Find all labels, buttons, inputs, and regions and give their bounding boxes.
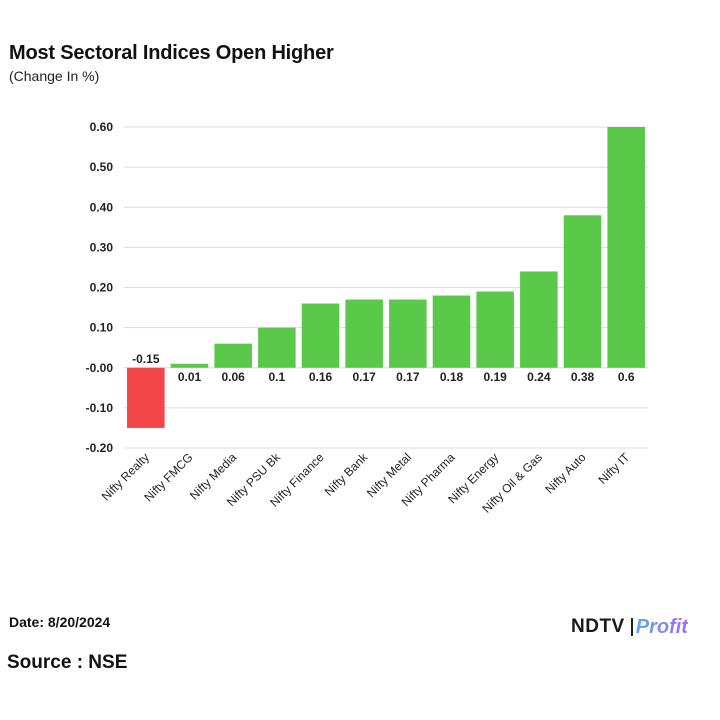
logo-profit-text: Profit (635, 615, 688, 638)
bar-chart: 0.60 0.50 0.40 0.30 0.20 0.10 -0.00 -0.10 -0.20 -… (86, 120, 648, 516)
data-label: 0.17 (396, 370, 420, 384)
y-tick-label: 0.40 (90, 200, 114, 214)
bar (520, 271, 558, 368)
bar (432, 295, 471, 368)
date-label: Date: 8/20/2024 (9, 614, 111, 630)
bar (345, 299, 383, 368)
bar (301, 303, 340, 368)
bar (258, 327, 296, 368)
chart-title: Most Sectoral Indices Open Higher (9, 42, 334, 64)
data-label: 0.01 (178, 370, 202, 384)
bar (127, 367, 165, 428)
bar (170, 363, 209, 368)
data-label: 0.19 (483, 370, 507, 384)
bar (607, 127, 645, 368)
data-label: 0.1 (268, 370, 285, 384)
data-label: 0.38 (571, 370, 595, 384)
bar (214, 343, 252, 368)
y-tick-label: 0.10 (90, 321, 114, 335)
data-label: 0.16 (309, 370, 333, 384)
logo-divider (630, 618, 633, 636)
y-tick-label: -0.00 (86, 361, 114, 375)
ndtv-profit-logo: NDTV Profit (571, 612, 716, 642)
chart-subtitle: (Change In %) (9, 68, 100, 84)
y-tick-label: -0.10 (86, 401, 114, 415)
data-label: 0.17 (352, 370, 376, 384)
data-label: -0.15 (132, 352, 160, 366)
data-label: 0.6 (618, 370, 635, 384)
logo-ndtv-text: NDTV (571, 616, 625, 637)
category-label: Nifty IT (596, 450, 633, 487)
category-label: Nifty Bank (322, 450, 371, 499)
y-tick-label: 0.50 (90, 160, 114, 174)
y-tick-label: -0.20 (86, 441, 114, 455)
y-tick-label: 0.60 (90, 120, 114, 134)
data-label: 0.24 (527, 370, 551, 384)
source-label: Source : NSE (7, 652, 128, 673)
y-tick-label: 0.20 (90, 281, 114, 295)
bar (389, 299, 427, 368)
data-label: 0.18 (440, 370, 464, 384)
bar (476, 291, 514, 368)
category-label: Nifty Auto (542, 450, 588, 496)
data-label: 0.06 (221, 370, 245, 384)
y-tick-label: 0.30 (90, 240, 114, 254)
bar (563, 215, 602, 368)
